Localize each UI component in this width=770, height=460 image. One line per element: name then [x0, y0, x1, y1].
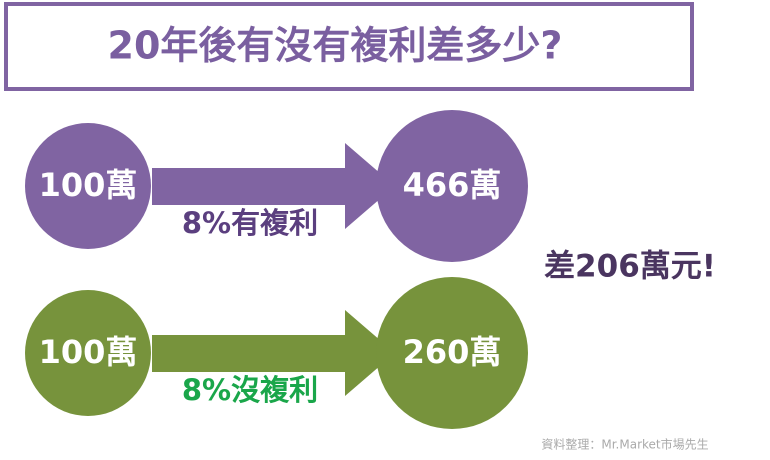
- arrow: [152, 143, 395, 229]
- end-circle: [376, 277, 528, 429]
- title: 20年後有沒有複利差多少?: [108, 24, 563, 68]
- rate-label: 8%沒複利: [182, 373, 318, 407]
- rate-label: 8%有複利: [182, 206, 318, 240]
- start-amount: 100萬: [39, 333, 138, 371]
- start-circle: [25, 290, 151, 416]
- arrow: [152, 310, 395, 396]
- start-amount: 100萬: [39, 166, 138, 204]
- title-box: [4, 2, 694, 91]
- start-circle: [25, 123, 151, 249]
- end-circle: [376, 110, 528, 262]
- source: 資料整理：Mr.Market市場先生: [541, 437, 708, 452]
- difference: 差206萬元!: [544, 249, 716, 285]
- end-amount: 260萬: [403, 333, 502, 371]
- end-amount: 466萬: [403, 166, 502, 204]
